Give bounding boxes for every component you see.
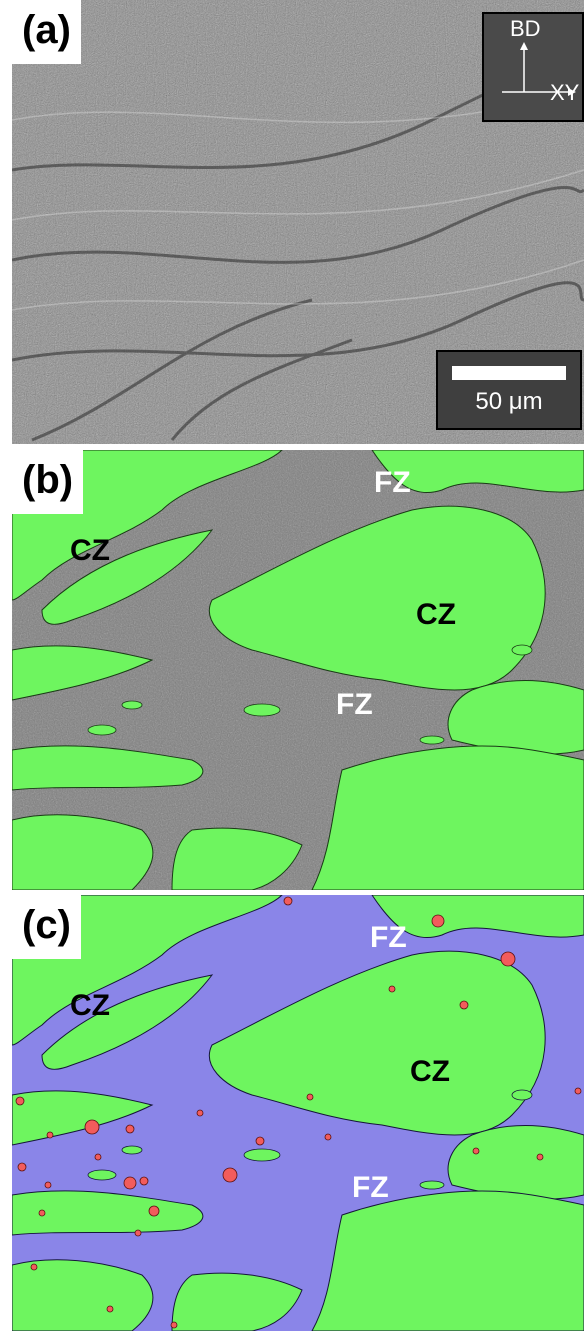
zone-label-cz: CZ — [416, 598, 456, 631]
orientation-xy-label: XY — [550, 80, 580, 105]
cz-overlay-map — [12, 450, 584, 890]
scale-bar — [452, 366, 566, 380]
zone-label-cz: CZ — [410, 1055, 450, 1088]
panel-a: (a) BD XY 50 μm — [12, 0, 584, 444]
orientation-bd-label: BD — [510, 16, 541, 41]
orientation-axes-icon — [502, 42, 576, 96]
scale-bar-label: 50 μm — [475, 388, 543, 415]
zone-label-cz: CZ — [70, 989, 110, 1022]
panel-c-label: (c) — [12, 895, 81, 959]
zone-label-fz: FZ — [370, 921, 407, 954]
zone-label-fz: FZ — [352, 1171, 389, 1204]
zone-label-fz: FZ — [336, 688, 373, 721]
scale-bar-box: 50 μm — [436, 350, 582, 430]
panel-c: (c) CZ FZ CZ FZ — [12, 895, 584, 1331]
segmentation-map — [12, 895, 584, 1331]
zone-label-cz: CZ — [70, 534, 110, 567]
panel-a-label: (a) — [12, 0, 81, 64]
panel-b: (b) CZ FZ CZ FZ — [12, 450, 584, 890]
orientation-inset: BD XY — [482, 12, 584, 122]
zone-label-fz: FZ — [374, 466, 411, 499]
panel-b-label: (b) — [12, 450, 84, 514]
